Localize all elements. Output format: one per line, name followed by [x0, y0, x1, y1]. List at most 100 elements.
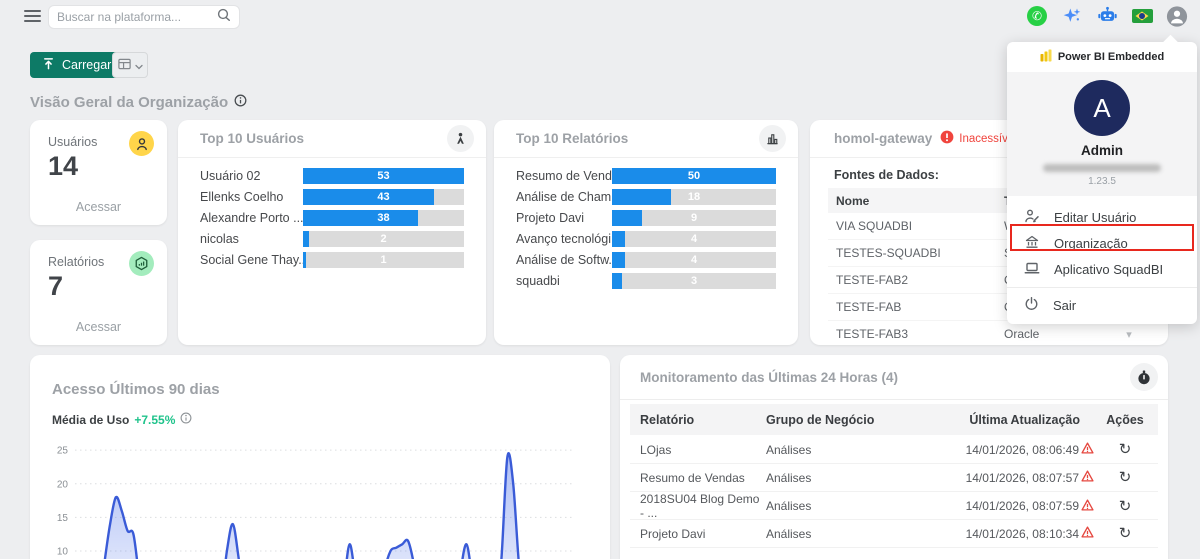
- page-title: Visão Geral da Organização: [30, 94, 229, 111]
- bar-row: Resumo de Vend... 50: [516, 165, 776, 186]
- last-update: 14/01/2026, 08:07:57: [918, 470, 1094, 485]
- search-input[interactable]: [57, 10, 217, 24]
- bar-value-label: 53: [377, 169, 390, 182]
- bar-track: 53: [303, 167, 464, 184]
- usage-average: Média de Uso +7.55%: [52, 412, 192, 427]
- access-link[interactable]: Acessar: [75, 200, 122, 214]
- usage-area-chart: 10 15 20 25: [57, 446, 575, 559]
- bar-track: 9: [612, 209, 776, 226]
- logout-power-icon: [1024, 296, 1039, 314]
- timer-icon[interactable]: [1130, 363, 1158, 391]
- bar-value-label: 9: [690, 211, 698, 224]
- bar-value-label: 38: [377, 211, 390, 224]
- bar-fill: [612, 209, 642, 226]
- business-group: Análises: [766, 470, 812, 485]
- hamburger-menu-icon[interactable]: [24, 10, 41, 23]
- chevron-down-icon: [135, 58, 143, 73]
- usage-chart-card: Acesso Últimos 90 dias Média de Uso +7.5…: [30, 355, 610, 559]
- bar-label: Análise de Cham...: [516, 189, 612, 204]
- layout-toggle-button[interactable]: [112, 52, 148, 78]
- bar-row: Social Gene Thay... 1: [200, 249, 464, 270]
- bar-row: nicolas 2: [200, 228, 464, 249]
- language-flag-brazil-icon[interactable]: [1131, 5, 1153, 27]
- bar-row: squadbi 3: [516, 270, 776, 291]
- search-icon[interactable]: [217, 8, 231, 27]
- bar-row: Alexandre Porto ... 38: [200, 207, 464, 228]
- bar-fill: [612, 167, 776, 184]
- column-header-relatorio: Relatório: [640, 412, 695, 427]
- actions-cell: ↻: [1094, 442, 1156, 457]
- reports-icon: [129, 251, 154, 276]
- dropdown-user-section: A Admin 1.23.5: [1007, 72, 1197, 196]
- bar-row: Ellenks Coelho 43: [200, 186, 464, 207]
- column-header-acoes: Ações: [1106, 412, 1144, 427]
- menu-item-editar-usuario[interactable]: Editar Usuário: [1007, 204, 1197, 230]
- menu-item-label: Editar Usuário: [1054, 209, 1137, 225]
- refresh-button[interactable]: ↻: [1118, 440, 1132, 458]
- refresh-button[interactable]: ↻: [1118, 524, 1132, 542]
- error-icon: [940, 130, 954, 147]
- bar-value-label: 2: [380, 232, 387, 245]
- menu-item-organizacao[interactable]: Organização: [1007, 230, 1197, 256]
- report-name: Projeto Davi: [640, 526, 706, 541]
- bar-label: Projeto Davi: [516, 210, 585, 225]
- embedded-app-header: Power BI Embedded: [1007, 42, 1197, 72]
- bar-label: Alexandre Porto ...: [200, 210, 303, 225]
- business-group: Análises: [766, 526, 812, 541]
- bar-value-label: 43: [377, 190, 390, 203]
- bar-fill: [303, 209, 419, 226]
- usage-title: Acesso Últimos 90 dias: [52, 381, 220, 398]
- bar-row: Análise de Softw... 4: [516, 249, 776, 270]
- refresh-button[interactable]: ↻: [1118, 496, 1132, 515]
- bar-value-label: 4: [690, 232, 698, 245]
- bar-value-label: 4: [690, 253, 698, 266]
- topbar-icons: ✆: [1026, 5, 1188, 27]
- bar-chart-icon[interactable]: [759, 125, 786, 152]
- stat-label: Relatórios: [48, 255, 105, 269]
- source-name: TESTE-FAB2: [836, 273, 909, 287]
- bar-row: Usuário 02 53: [200, 165, 464, 186]
- info-icon[interactable]: [180, 412, 192, 427]
- user-avatar-button[interactable]: [1166, 5, 1188, 27]
- users-bar-chart: Usuário 02 53 Ellenks Coelho 43 Alexandre Po…: [178, 158, 486, 270]
- chatbot-icon[interactable]: [1096, 5, 1118, 27]
- bar-track: 43: [303, 188, 464, 205]
- bar-fill: [303, 167, 464, 184]
- data-source-row: TESTE-FAB3 Oracle ▾: [828, 321, 1150, 345]
- actions-cell: ↻: [1094, 470, 1156, 485]
- monitor-table: Relatório Grupo de Negócio Última Atuali…: [620, 400, 1168, 548]
- menu-item-aplicativo-squadbi[interactable]: Aplicativo SquadBI: [1007, 256, 1197, 282]
- bar-fill: [612, 251, 626, 268]
- top10-reports-card: Top 10 Relatórios Resumo de Vend... 50 Aná…: [494, 120, 798, 345]
- bar-label: Avanço tecnológi...: [516, 231, 612, 246]
- menu-item-label: Organização: [1054, 235, 1128, 251]
- table-layout-icon: [117, 57, 132, 74]
- source-name: TESTE-FAB3: [836, 327, 909, 341]
- y-axis-tick: 25: [57, 446, 69, 457]
- user-dropdown-menu: Power BI Embedded A Admin 1.23.5 Editar …: [1007, 34, 1197, 324]
- whatsapp-icon[interactable]: ✆: [1026, 5, 1048, 27]
- access-link[interactable]: Acessar: [75, 320, 122, 334]
- business-group: Análises: [766, 442, 812, 457]
- ai-sparkle-icon[interactable]: [1061, 5, 1083, 27]
- bar-value-label: 50: [687, 169, 701, 182]
- column-header-nome: Nome: [836, 193, 870, 208]
- menu-item-sair[interactable]: Sair: [1007, 292, 1197, 318]
- user-rank-icon[interactable]: [447, 125, 474, 152]
- stat-value: 14: [48, 151, 79, 181]
- business-group: Análises: [766, 499, 812, 513]
- refresh-button[interactable]: ↻: [1118, 468, 1132, 486]
- warning-icon: [1081, 526, 1094, 541]
- source-name: TESTE-FAB: [836, 300, 902, 314]
- edit-user-icon: [1024, 208, 1040, 227]
- search-box: [48, 5, 240, 29]
- warning-icon: [1081, 470, 1094, 485]
- bar-value-label: 3: [690, 274, 698, 287]
- top10-users-card: Top 10 Usuários Usuário 02 53 Ellenks Coel…: [178, 120, 486, 345]
- chevron-down-icon[interactable]: ▾: [1126, 328, 1132, 341]
- warning-icon: [1081, 442, 1094, 457]
- upload-button[interactable]: Carregar: [30, 52, 124, 78]
- info-icon[interactable]: [234, 94, 247, 111]
- bar-track: 18: [612, 188, 776, 205]
- card-title: Top 10 Relatórios: [516, 131, 629, 146]
